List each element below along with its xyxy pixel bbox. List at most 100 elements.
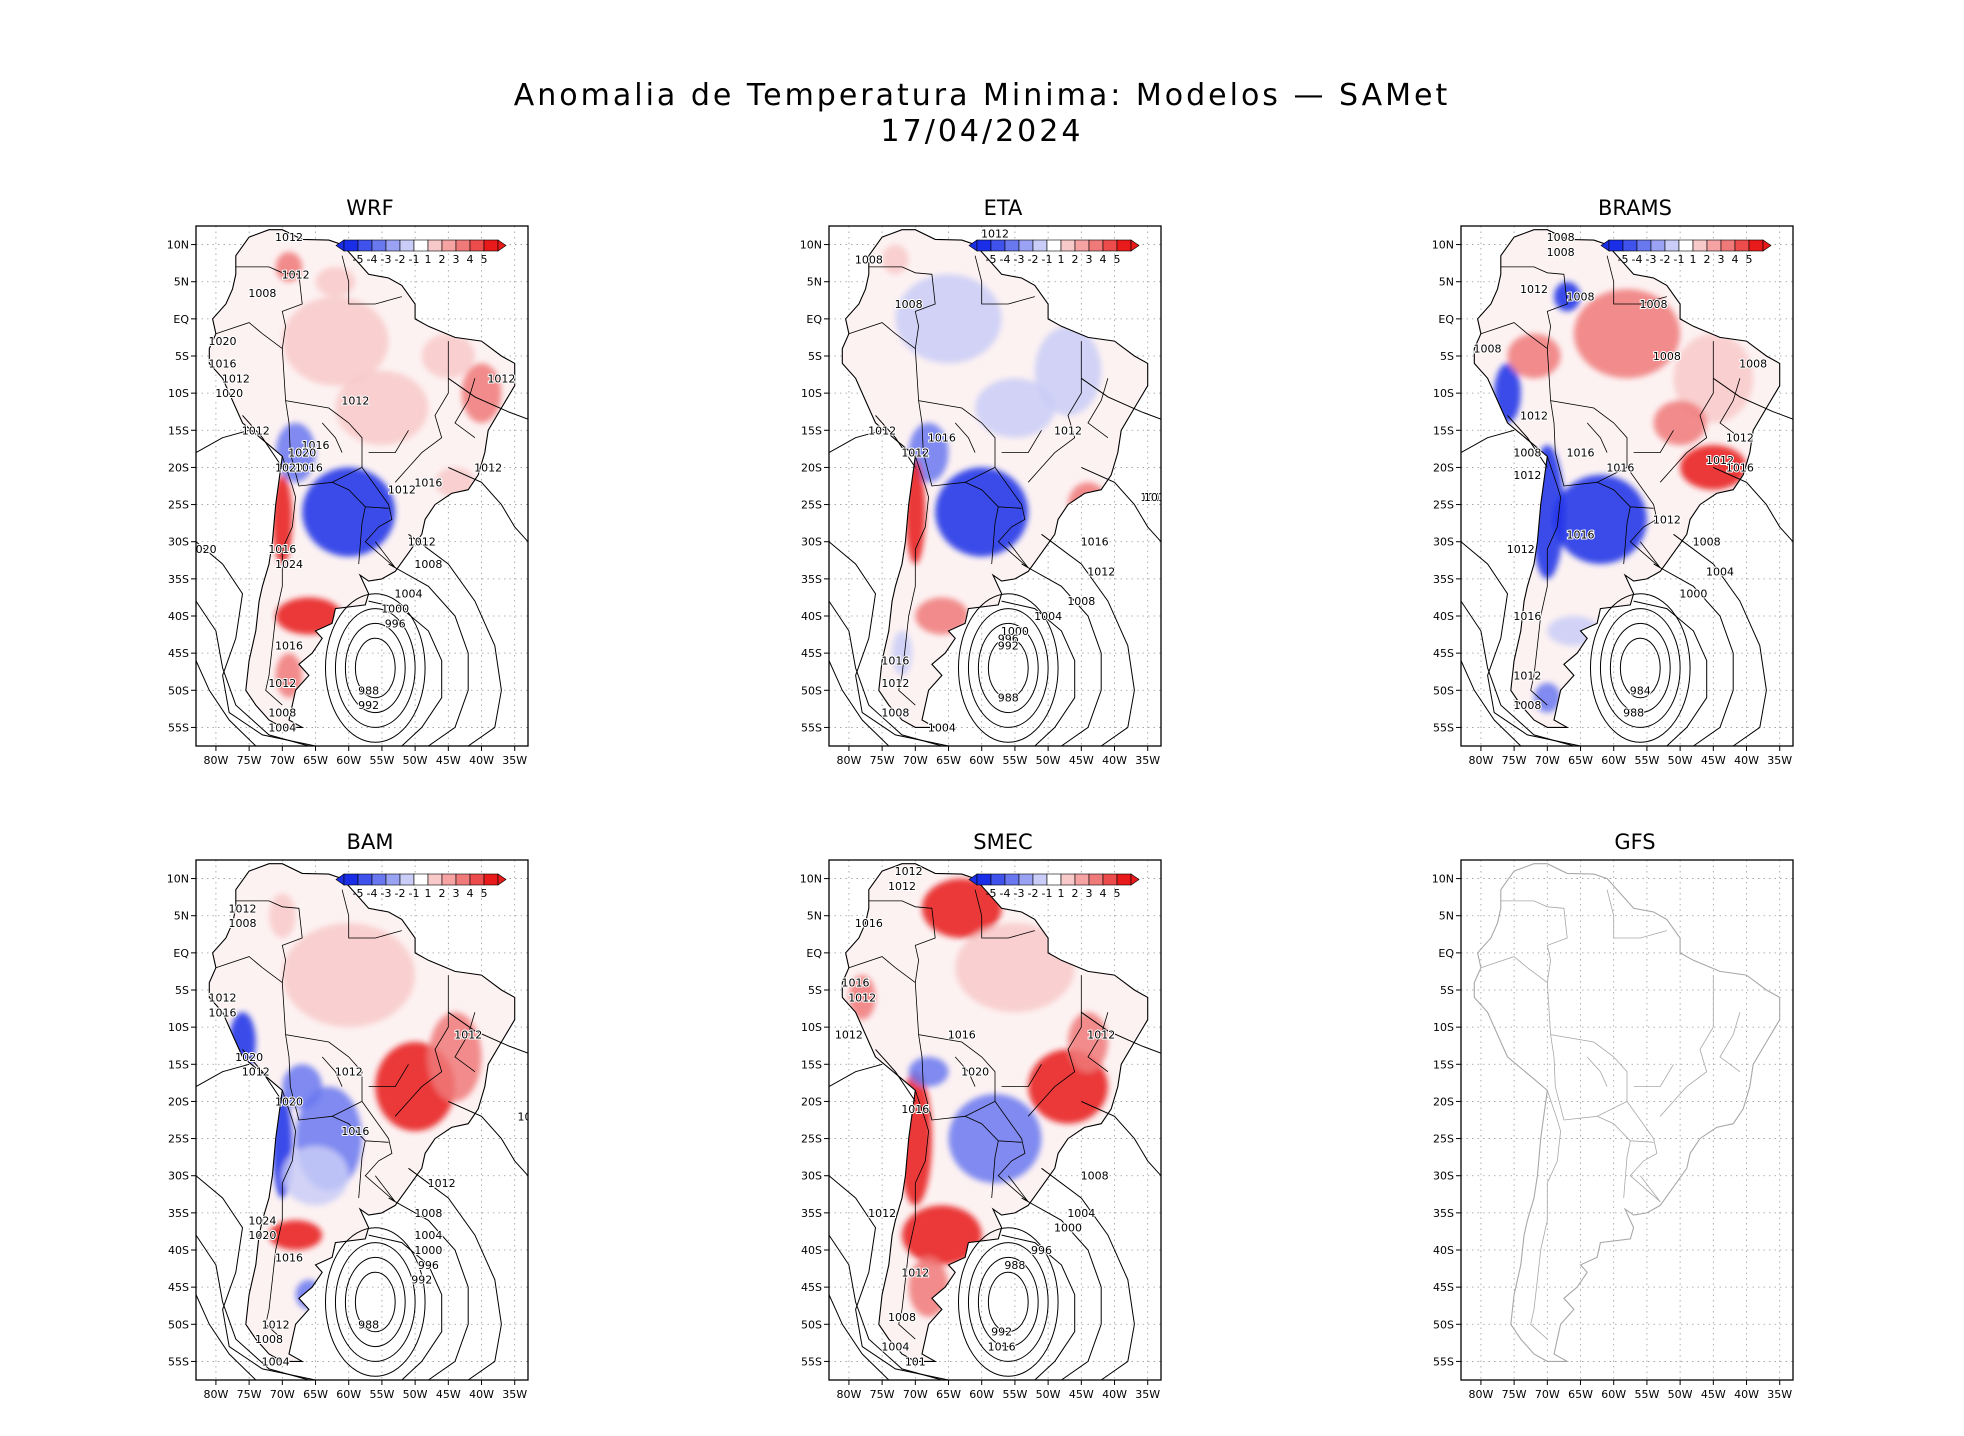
country-border (265, 1090, 297, 1340)
country-border (1007, 1175, 1029, 1202)
isobar-ring (334, 1242, 416, 1362)
contour-label: 1012 (1087, 565, 1115, 578)
colorbar-cell (1608, 239, 1624, 252)
contour-label: 996 (385, 617, 406, 630)
coastline (208, 229, 516, 728)
lat-tick-label: 5S (1440, 350, 1454, 363)
contour-label: 1004 (881, 1341, 909, 1354)
contour-label: 1016 (414, 476, 442, 489)
lat-tick-label: 35S (1433, 573, 1454, 586)
lon-tick-label: 45W (436, 1388, 461, 1401)
contour-label: 1016 (881, 655, 909, 668)
colorbar-cell (441, 239, 457, 252)
colorbar-cell (1102, 239, 1118, 252)
country-border (374, 1175, 396, 1202)
anomaly-blob (935, 467, 1029, 557)
country-border (368, 1064, 409, 1088)
country-border (1527, 967, 1661, 1203)
lon-tick-label: 50W (1036, 754, 1061, 767)
lat-tick-label: 10S (1433, 387, 1454, 400)
lon-tick-label: 75W (1502, 1388, 1527, 1401)
colorbar-label: -3 (1014, 887, 1025, 900)
colorbar-label: -4 (1000, 887, 1011, 900)
anomaly-blob (882, 244, 909, 275)
lon-tick-label: 50W (1668, 754, 1693, 767)
lat-tick-label: 10N (800, 873, 822, 886)
colorbar-label: -1 (1042, 253, 1053, 266)
lat-tick-label: 20S (801, 461, 822, 474)
country-border (1530, 456, 1562, 706)
contour-label: 1004 (1706, 565, 1734, 578)
country-border (1639, 1175, 1661, 1202)
colorbar-cell (1088, 239, 1104, 252)
country-border (1087, 378, 1109, 439)
lat-tick-label: 25S (801, 1133, 822, 1146)
lat-tick-label: 45S (1433, 647, 1454, 660)
country-border (1719, 1012, 1741, 1073)
colorbar-label: 1 (1058, 887, 1065, 900)
colorbar-cell (1074, 873, 1090, 886)
isobar (1041, 1167, 1135, 1380)
lat-tick-label: 5N (807, 276, 822, 289)
isobar (196, 429, 250, 454)
colorbar-cell (357, 239, 373, 252)
map-frame (1460, 859, 1794, 1381)
contour-label: 1012 (242, 424, 270, 437)
isobar (829, 541, 949, 746)
country-border (1001, 430, 1042, 454)
colorbar-label: -2 (395, 253, 406, 266)
contour-label: 1012 (888, 880, 916, 893)
contour-label: 1016 (928, 432, 956, 445)
coastline (208, 863, 516, 1362)
lon-tick-label: 55W (1002, 754, 1027, 767)
contour-label: 1016 (901, 1103, 929, 1116)
colorbar-cell (1636, 239, 1652, 252)
isobar (408, 1167, 502, 1380)
contour-label: 1016 (855, 917, 883, 930)
lat-tick-label: 30S (1433, 536, 1454, 549)
anomaly-blob (282, 296, 389, 386)
lat-tick-label: 15S (168, 1058, 189, 1071)
lon-tick-label: 35W (1767, 1388, 1792, 1401)
colorbar-cell (1088, 873, 1104, 886)
contour-label: 1024 (275, 558, 303, 571)
colorbar-label: -2 (1028, 253, 1039, 266)
anomaly-blob (269, 1220, 323, 1250)
country-border (964, 1115, 1022, 1143)
contour-label: 988 (1004, 1259, 1025, 1272)
country-border (1550, 1034, 1628, 1121)
contour-label: 1012 (282, 268, 310, 281)
colorbar-cell (1102, 873, 1118, 886)
colorbar-cell (399, 873, 415, 886)
contour-label: 1012 (1653, 513, 1681, 526)
contour-label: 1012 (901, 447, 929, 460)
colorbar-label: -1 (1042, 887, 1053, 900)
lat-tick-label: 10S (168, 387, 189, 400)
colorbar-cell (371, 873, 387, 886)
map-frame (195, 225, 529, 747)
lat-tick-label: 20S (801, 1095, 822, 1108)
map-frame (195, 859, 529, 1381)
contour-label: 1008 (1513, 447, 1541, 460)
anomaly-blob (955, 923, 1075, 1013)
country-border (1586, 422, 1608, 453)
colorbar-label: 3 (1718, 253, 1725, 266)
lat-tick-label: 45S (801, 647, 822, 660)
lat-tick-label: EQ (1438, 947, 1454, 960)
contour-label: 988 (358, 1318, 379, 1331)
colorbar-cell (385, 239, 401, 252)
anomaly-blob (315, 266, 356, 297)
contour-label: 1012 (262, 1318, 290, 1331)
contour-label: 1008 (414, 1207, 442, 1220)
lat-tick-label: 15S (801, 1058, 822, 1071)
lon-tick-label: 60W (969, 1388, 994, 1401)
country-border (1639, 541, 1661, 568)
country-border (1659, 975, 1714, 1117)
lon-tick-label: 65W (303, 1388, 328, 1401)
colorbar-label: 3 (1086, 887, 1093, 900)
anomaly-blob (908, 1056, 949, 1087)
lat-tick-label: 5S (808, 984, 822, 997)
colorbar-label: -5 (986, 253, 997, 266)
contour-label: 1016 (1606, 461, 1634, 474)
lat-tick-label: 55S (1433, 1355, 1454, 1368)
